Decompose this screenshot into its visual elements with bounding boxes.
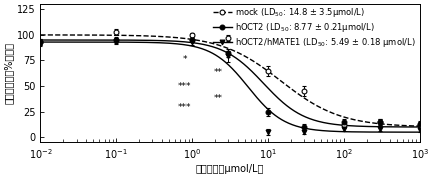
Legend: mock (LD$_{50}$: 14.8 ± 3.5μmol/L), hOCT2 (LD$_{50}$: 8.77 ± 0.21μmol/L), hOCT2/: mock (LD$_{50}$: 14.8 ± 3.5μmol/L), hOCT… [213, 6, 416, 49]
Text: **: ** [213, 94, 223, 103]
Text: ***: *** [178, 82, 191, 91]
X-axis label: 顺钓浓度（μmol/L）: 顺钓浓度（μmol/L） [196, 164, 264, 174]
Y-axis label: 细胞存活率（%对照）: 细胞存活率（%对照） [4, 42, 14, 104]
Text: *: * [183, 55, 187, 64]
Text: **: ** [213, 68, 223, 77]
Text: ***: *** [178, 103, 191, 112]
